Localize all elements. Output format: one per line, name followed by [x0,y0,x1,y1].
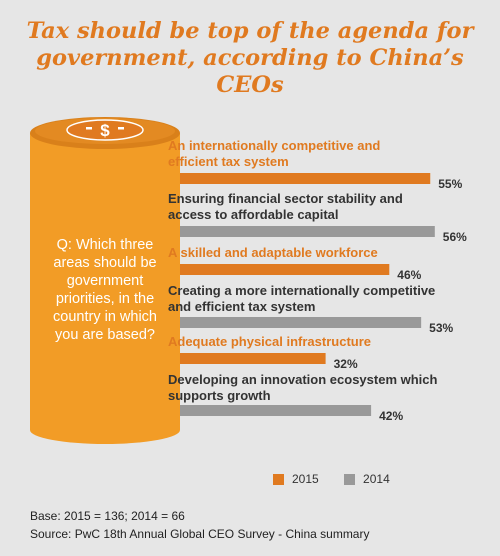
cylinder-body [30,133,180,430]
svg-text:$: $ [100,121,110,140]
bar-2015 [180,264,390,275]
category-label: and efficient tax system [168,299,315,314]
legend-label-2015: 2015 [292,472,319,486]
category-label: Ensuring financial sector stability and [168,191,403,206]
footer: Base: 2015 = 136; 2014 = 66 Source: PwC … [30,507,369,543]
data-label: 42% [379,409,403,423]
data-label: 46% [397,268,421,282]
data-label: 32% [334,357,358,371]
chart-title: Tax should be top of the agenda for gove… [0,18,500,99]
category-label: supports growth [168,388,271,403]
bar-2014 [180,226,435,237]
question-line: priorities, in the [55,291,155,307]
category-label: efficient tax system [168,154,289,169]
question-line: areas should be [53,255,157,271]
title-line: government, according to China’s CEOs [36,45,464,98]
question-line: government [66,273,144,289]
legend-swatch-2015 [273,473,284,485]
bar-2015 [180,353,326,364]
legend-item-2014: 2014 [344,472,390,486]
question-line: you are based? [55,327,155,343]
category-label: An internationally competitive and [168,138,380,153]
legend-swatch-2014 [344,473,356,485]
data-label: 55% [438,177,462,191]
source-note: Source: PwC 18th Annual Global CEO Surve… [30,527,370,541]
survey-question: Q: Which three areas should be governmen… [30,236,180,344]
category-label: Adequate physical infrastructure [168,334,371,349]
bar-2014 [180,405,372,416]
data-label: 53% [429,321,453,335]
cylinder-bottom [30,416,180,444]
question-line: Q: Which three [56,237,154,253]
category-label: access to affordable capital [168,207,339,222]
bar-2015 [180,173,431,184]
bar-2014 [180,317,422,328]
dollar-coin-icon: $ [66,119,144,141]
legend-item-2015: 2015 [273,472,319,486]
bars-layer: An internationally competitive andeffici… [168,138,467,423]
category-label: Creating a more internationally competit… [168,283,435,298]
question-line: country in which [53,309,157,325]
legend-label-2014: 2014 [363,472,390,486]
category-label: A skilled and adaptable workforce [168,245,378,260]
legend: 2015 2014 [273,472,412,488]
base-note: Base: 2015 = 136; 2014 = 66 [30,509,185,523]
category-label: Developing an innovation ecosystem which [168,372,438,387]
data-label: 56% [443,230,467,244]
title-line: Tax should be top of the agenda for [26,18,474,44]
